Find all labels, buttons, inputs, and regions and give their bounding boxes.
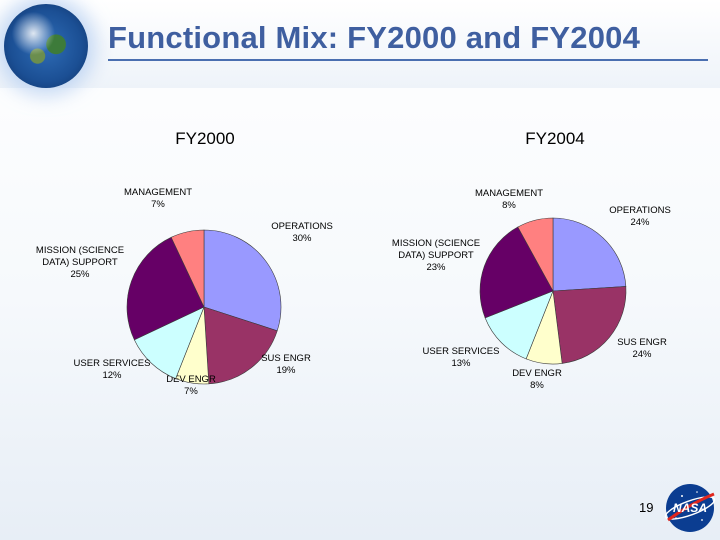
slice-label-line1: OPERATIONS: [271, 221, 333, 232]
slice-label-sus-engr-fy2004: SUS ENGR 24%: [617, 337, 667, 360]
slice-label-line1: MISSION (SCIENCE: [392, 238, 480, 249]
slice-label-line1: SUS ENGR: [617, 337, 667, 348]
slice-label-line1: USER SERVICES: [423, 346, 500, 357]
pie-slice-user-services-fy2004: [484, 290, 554, 360]
pie-slice-sus-engr-fy2004: [552, 286, 627, 364]
slice-label-pct-text: 24%: [632, 349, 652, 360]
slice-label-pct-text: 8%: [502, 200, 516, 211]
svg-text:NASA: NASA: [673, 501, 707, 515]
slice-label-pct-text: 30%: [292, 233, 312, 244]
slice-label-line1: MANAGEMENT: [124, 187, 192, 198]
slice-label-operations-fy2000: OPERATIONS 30%: [271, 221, 333, 244]
slice-label-line2: DATA) SUPPORT: [398, 250, 474, 261]
pie-slice-sus-engr-fy2000: [203, 306, 278, 385]
globe-icon: [4, 4, 88, 88]
slice-label-management-fy2004: MANAGEMENT 8%: [475, 188, 543, 211]
slice-label-line1: OPERATIONS: [609, 205, 671, 216]
slice-label-line2: DATA) SUPPORT: [42, 257, 118, 268]
slice-label-line1: DEV ENGR: [166, 374, 216, 385]
slice-label-user-services-fy2004: USER SERVICES 13%: [423, 346, 500, 369]
slice-label-pct-text: 24%: [630, 217, 650, 228]
slide-title: Functional Mix: FY2000 and FY2004: [108, 20, 641, 55]
slice-label-management-fy2000: MANAGEMENT 7%: [124, 187, 192, 210]
slice-label-pct-text: 19%: [276, 365, 296, 376]
title-divider: [108, 59, 708, 61]
pie-slice-management-fy2000: [170, 229, 205, 308]
page-number: 19: [639, 500, 654, 515]
slice-label-line1: USER SERVICES: [74, 358, 151, 369]
slice-label-line1: MISSION (SCIENCE: [36, 245, 124, 256]
slice-label-mission-support-fy2004: MISSION (SCIENCE DATA) SUPPORT 23%: [392, 238, 480, 273]
pie-slice-operations-fy2004: [552, 217, 627, 292]
slice-label-pct-text: 13%: [451, 358, 471, 369]
pie-slice-management-fy2004: [517, 217, 554, 292]
pie-slice-operations-fy2000: [203, 229, 282, 332]
pie-slice-mission-support-fy2000: [126, 236, 205, 341]
slice-label-pct-text: 7%: [184, 386, 198, 397]
slice-label-operations-fy2004: OPERATIONS 24%: [609, 205, 671, 228]
nasa-logo-icon: NASA: [664, 484, 716, 532]
slice-label-pct-text: 25%: [70, 269, 90, 280]
pie-slice-mission-support-fy2004: [479, 226, 554, 319]
slice-label-dev-engr-fy2004: DEV ENGR 8%: [512, 368, 562, 391]
slice-label-pct-text: 23%: [426, 262, 446, 273]
slice-label-line1: DEV ENGR: [512, 368, 562, 379]
chart-title-fy2000: FY2000: [175, 129, 235, 148]
header-band: [0, 0, 720, 88]
slice-label-line1: MANAGEMENT: [475, 188, 543, 199]
slice-label-line1: SUS ENGR: [261, 353, 311, 364]
slice-label-pct-text: 7%: [151, 199, 165, 210]
slice-label-sus-engr-fy2000: SUS ENGR 19%: [261, 353, 311, 376]
slice-label-pct-text: 8%: [530, 380, 544, 391]
slice-label-user-services-fy2000: USER SERVICES 12%: [74, 358, 151, 381]
slice-label-pct-text: 12%: [102, 370, 122, 381]
slice-label-dev-engr-fy2000: DEV ENGR 7%: [166, 374, 216, 397]
slice-label-mission-support-fy2000: MISSION (SCIENCE DATA) SUPPORT 25%: [36, 245, 124, 280]
chart-title-fy2004: FY2004: [525, 129, 585, 148]
